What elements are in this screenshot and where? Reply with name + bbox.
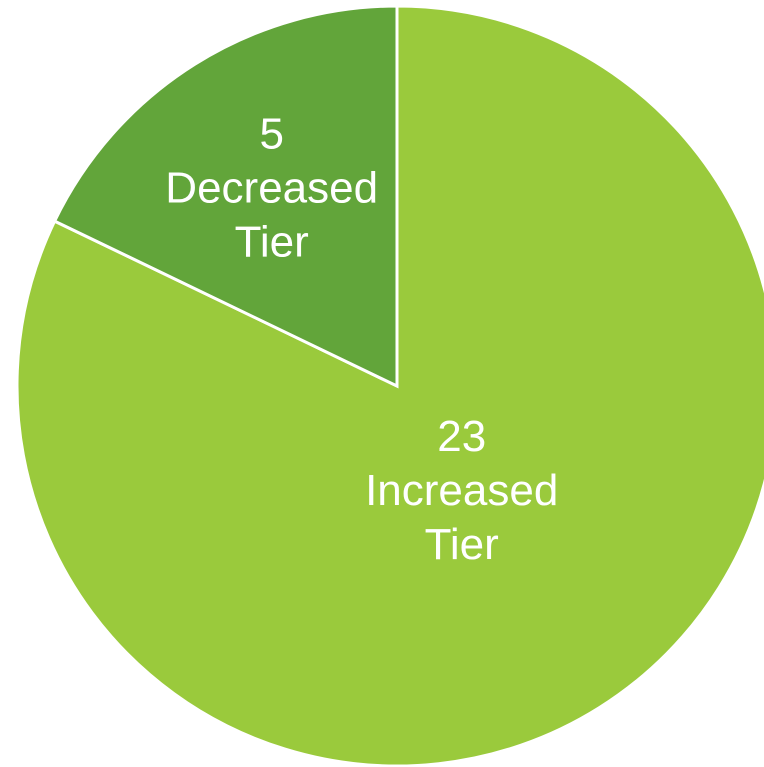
labels-layer: 23 Increased Tier 5 Decreased Tier [165,110,558,570]
slice-category-label: Decreased [165,164,378,213]
pie-slice-increased-tier [15,4,764,767]
slice-category-label: Tier [425,520,499,569]
slice-category-label: Increased [365,466,558,515]
slice-label-group-0: 23 Increased Tier [365,412,558,569]
slice-value-label: 23 [437,412,486,461]
pie-slice-decreased-tier [52,4,399,389]
slice-label-group-1: 5 Decreased Tier [165,110,378,267]
slice-value-label: 5 [259,110,283,159]
slice-category-label: Tier [235,218,309,267]
slices-layer [15,4,764,767]
